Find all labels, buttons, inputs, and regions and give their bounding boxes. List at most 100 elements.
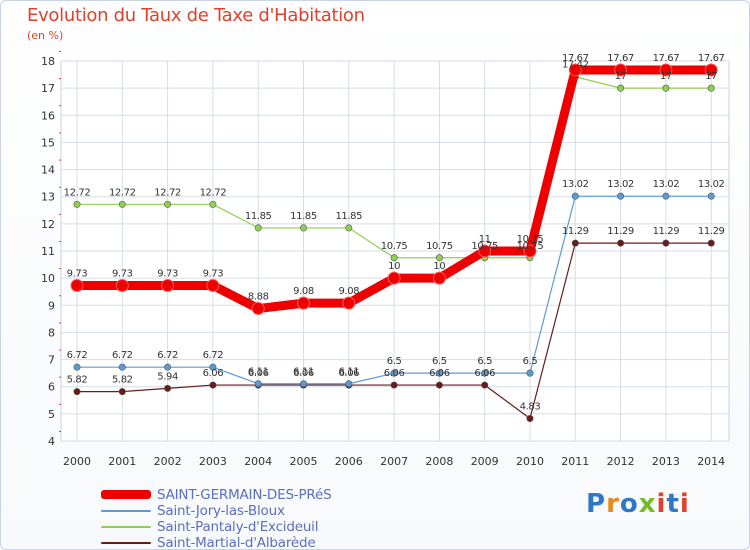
data-point-2 xyxy=(345,224,353,232)
data-label-1: 6.11 xyxy=(338,367,359,378)
chart-title: Evolution du Taux de Taxe d'Habitation xyxy=(27,5,365,26)
data-label-0: 17.67 xyxy=(562,53,589,64)
data-point-2 xyxy=(254,224,262,232)
data-point-0 xyxy=(478,244,492,258)
y-tick-label: 16 xyxy=(41,109,55,122)
data-label-2: 10.75 xyxy=(426,241,453,252)
x-tick-label: 2000 xyxy=(63,455,91,468)
logo-letter: t xyxy=(666,489,680,519)
data-label-1: 6.5 xyxy=(432,356,447,367)
y-tick-label: 11 xyxy=(41,245,55,258)
data-label-0: 11 xyxy=(479,234,491,245)
data-point-0 xyxy=(206,278,220,292)
x-tick-label: 2010 xyxy=(516,455,544,468)
data-label-2: 10.75 xyxy=(517,241,544,252)
y-tick-label: 4 xyxy=(48,435,55,448)
data-label-3: 5.82 xyxy=(67,375,88,386)
data-label-1: 6.5 xyxy=(387,356,402,367)
data-label-2: 10.75 xyxy=(381,241,408,252)
data-point-1 xyxy=(299,380,307,388)
data-label-2: 10.75 xyxy=(471,241,498,252)
data-point-0 xyxy=(387,271,401,285)
data-point-0 xyxy=(704,63,718,77)
data-label-0: 10.75 xyxy=(517,234,544,245)
data-point-3 xyxy=(209,381,217,389)
x-tick-label: 2014 xyxy=(697,455,725,468)
y-tick-label: 5 xyxy=(48,408,55,421)
legend-label-saint-germain: SAINT-GERMAIN-DES-PRéS xyxy=(157,487,332,503)
y-tick-label: 14 xyxy=(41,164,55,177)
data-label-2: 11.85 xyxy=(245,211,272,222)
data-point-3 xyxy=(435,381,443,389)
data-point-1 xyxy=(118,363,126,371)
proxiti-logo[interactable]: Proxiti xyxy=(586,489,690,519)
data-label-1: 13.02 xyxy=(562,179,589,190)
legend-swatch-saint-martial xyxy=(101,542,151,544)
data-point-1 xyxy=(526,369,534,377)
data-point-2 xyxy=(164,200,172,208)
data-point-2 xyxy=(299,224,307,232)
data-label-0: 10 xyxy=(433,261,445,272)
y-tick-label: 6 xyxy=(48,381,55,394)
data-point-1 xyxy=(481,369,489,377)
data-label-0: 10 xyxy=(388,261,400,272)
data-point-2 xyxy=(209,200,217,208)
data-point-3 xyxy=(617,239,625,247)
data-label-1: 13.02 xyxy=(607,179,634,190)
x-tick-label: 2005 xyxy=(290,455,318,468)
data-point-1 xyxy=(617,192,625,200)
data-label-2: 17 xyxy=(660,71,672,82)
data-label-1: 6.5 xyxy=(523,356,538,367)
data-label-3: 6.06 xyxy=(474,368,495,379)
y-tick-label: 8 xyxy=(48,326,55,339)
data-point-1 xyxy=(707,192,715,200)
data-label-2: 12.72 xyxy=(64,187,91,198)
data-point-0 xyxy=(614,63,628,77)
data-label-1: 6.11 xyxy=(293,367,314,378)
data-point-2 xyxy=(707,84,715,92)
data-label-3: 11.29 xyxy=(698,226,725,237)
data-point-0 xyxy=(251,302,265,316)
data-label-0: 9.73 xyxy=(157,268,178,279)
x-tick-label: 2012 xyxy=(607,455,635,468)
data-label-2: 11.85 xyxy=(290,211,317,222)
data-label-3: 6.06 xyxy=(429,368,450,379)
logo-letter: i xyxy=(679,489,690,519)
data-label-3: 6.06 xyxy=(384,368,405,379)
data-point-0 xyxy=(161,278,175,292)
x-tick-label: 2004 xyxy=(244,455,272,468)
data-point-1 xyxy=(73,363,81,371)
data-label-2: 12.72 xyxy=(200,187,227,198)
data-label-3: 11.29 xyxy=(562,226,589,237)
x-tick-label: 2011 xyxy=(561,455,589,468)
legend-label-saint-jory: Saint-Jory-las-Bloux xyxy=(157,503,285,519)
logo-letter: o xyxy=(619,489,639,519)
logo-letter: x xyxy=(638,489,657,519)
legend-label-saint-martial: Saint-Martial-d'Albarède xyxy=(157,535,316,550)
data-point-1 xyxy=(254,380,262,388)
data-point-3 xyxy=(164,384,172,392)
data-label-2: 12.72 xyxy=(154,187,181,198)
data-label-3: 6.06 xyxy=(203,368,224,379)
chart-unit: (en %) xyxy=(27,29,64,42)
y-tick-label: 17 xyxy=(41,82,55,95)
data-label-3: 11.29 xyxy=(653,226,680,237)
data-point-2 xyxy=(390,254,398,262)
y-tick-label: 12 xyxy=(41,218,55,231)
data-label-3: 5.82 xyxy=(112,375,133,386)
data-label-3: 5.94 xyxy=(157,371,178,382)
x-tick-label: 2013 xyxy=(652,455,680,468)
logo-letter: P xyxy=(586,489,607,519)
x-tick-label: 2006 xyxy=(335,455,363,468)
legend-swatch-saint-jory xyxy=(101,510,151,512)
data-label-0: 9.08 xyxy=(338,286,359,297)
data-point-0 xyxy=(523,244,537,258)
data-label-1: 6.72 xyxy=(67,350,88,361)
legend-swatch-saint-germain xyxy=(101,490,151,499)
data-point-0 xyxy=(568,63,582,77)
data-label-2: 17 xyxy=(615,71,627,82)
x-tick-label: 2003 xyxy=(199,455,227,468)
data-label-1: 6.72 xyxy=(157,350,178,361)
